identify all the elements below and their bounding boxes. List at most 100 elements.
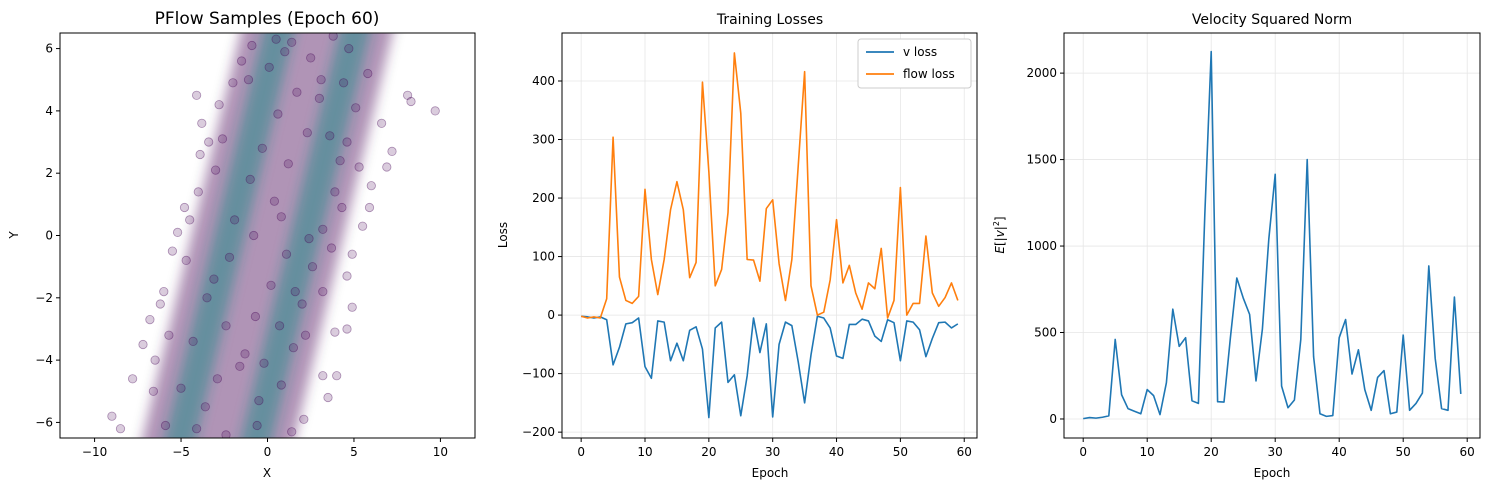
scatter-point	[337, 202, 347, 213]
scatter-title: PFlow Samples (Epoch 60)	[155, 9, 380, 29]
scatter-point	[192, 90, 202, 100]
scatter-point	[330, 187, 340, 197]
scatter-point	[259, 358, 269, 368]
x-tick-label: 40	[1332, 445, 1347, 459]
losses-y-axis-label: Loss	[496, 222, 510, 248]
scatter-point	[292, 87, 302, 97]
scatter-point	[209, 274, 219, 284]
scatter-point	[332, 371, 342, 381]
velocity-y-ticks: 0 500 1000 1500 2000	[1026, 66, 1064, 426]
scatter-point	[173, 227, 183, 237]
scatter-point	[306, 53, 316, 63]
x-tick-label: 10	[637, 445, 652, 459]
y-tick-label: 4	[45, 104, 53, 118]
scatter-point	[325, 131, 335, 141]
scatter-point	[214, 100, 224, 110]
scatter-point	[297, 299, 307, 309]
losses-lines	[580, 52, 959, 419]
losses-panel: Training Losses 0 10 20 30 40 50 60 −200 −100 0 1…	[496, 12, 978, 480]
y-tick-label: 300	[532, 133, 555, 147]
velocity-panel: Velocity Squared Norm 0 10 20 30 40 50 60 0 500…	[992, 12, 1481, 480]
scatter-point	[221, 430, 231, 438]
scatter-point	[224, 252, 235, 262]
scatter-point	[347, 249, 357, 259]
scatter-point	[287, 37, 297, 47]
scatter-point	[221, 321, 231, 331]
scatter-point	[195, 149, 205, 160]
losses-plot-frame	[561, 32, 978, 439]
losses-title: Training Losses	[716, 12, 823, 28]
scatter-point	[245, 174, 255, 184]
scatter-point	[164, 330, 174, 340]
scatter-point	[150, 355, 160, 365]
y-tick-label: 200	[532, 191, 555, 205]
x-tick-label: 50	[1396, 445, 1411, 459]
scatter-point	[342, 137, 352, 147]
scatter-point	[276, 380, 286, 390]
velocity-grid	[1064, 33, 1480, 438]
scatter-point	[235, 361, 245, 371]
y-tick-label: 0	[45, 229, 53, 243]
velocity-plot-frame	[1063, 32, 1481, 439]
y-tick-label: 500	[1034, 326, 1057, 340]
scatter-y-axis-label: Y	[7, 231, 21, 240]
x-tick-label: 0	[577, 445, 585, 459]
scatter-point	[247, 40, 257, 51]
scatter-point	[326, 243, 337, 253]
scatter-point	[217, 134, 228, 144]
scatter-point	[269, 196, 279, 206]
scatter-point	[273, 109, 283, 119]
scatter-point	[280, 47, 290, 57]
scatter-point	[364, 202, 375, 213]
scatter-point	[307, 262, 318, 272]
y-tick-label: 0	[547, 308, 555, 322]
scatter-point	[338, 78, 349, 88]
scatter-point	[316, 75, 326, 85]
scatter-point	[252, 420, 262, 431]
losses-x-axis-label: Epoch	[752, 466, 789, 480]
scatter-point	[211, 165, 221, 175]
scatter-point	[192, 424, 202, 434]
x-tick-label: 40	[829, 445, 844, 459]
scatter-point	[197, 118, 207, 128]
scatter-point	[302, 128, 312, 138]
scatter-point	[274, 321, 285, 331]
scatter-point	[283, 159, 293, 169]
legend-label-v-loss: v loss	[903, 45, 937, 59]
velocity-x-ticks: 0 10 20 30 40 50 60	[1079, 438, 1475, 459]
scatter-point	[328, 33, 338, 41]
y-tick-label: −100	[522, 367, 555, 381]
scatter-point	[330, 327, 340, 337]
scatter-point	[185, 215, 195, 225]
losses-legend: v loss flow loss	[857, 38, 972, 89]
scatter-x-ticks: −10 −5 0 5 10	[82, 438, 448, 459]
scatter-point	[181, 255, 191, 265]
scatter-point	[167, 246, 177, 256]
scatter-point	[347, 302, 357, 312]
series-line-0	[581, 315, 959, 419]
scatter-panel: PFlow Samples (Epoch 60) −10 −5 0 5 10 −6−4−…	[7, 9, 476, 480]
scatter-point	[299, 414, 309, 424]
scatter-point	[212, 374, 222, 384]
scatter-point	[266, 280, 276, 290]
scatter-point	[160, 420, 171, 431]
y-tick-label: 1500	[1026, 153, 1057, 167]
x-tick-label: 20	[1204, 445, 1219, 459]
x-tick-label: 20	[701, 445, 716, 459]
scatter-point	[304, 234, 314, 244]
scatter-point	[366, 181, 376, 191]
scatter-point	[382, 162, 392, 172]
scatter-point	[200, 402, 210, 412]
y-tick-label: 6	[45, 42, 53, 56]
losses-x-ticks: 0 10 20 30 40 50 60	[577, 438, 972, 459]
scatter-point	[155, 299, 165, 309]
scatter-point	[250, 311, 260, 322]
legend-label-flow-loss: flow loss	[903, 67, 955, 81]
scatter-point	[148, 386, 158, 396]
scatter-point	[323, 392, 333, 403]
scatter-point	[264, 62, 274, 72]
scatter-point	[357, 221, 368, 231]
y-tick-label: 100	[532, 250, 555, 264]
scatter-point	[228, 78, 238, 88]
scatter-point	[202, 293, 212, 303]
